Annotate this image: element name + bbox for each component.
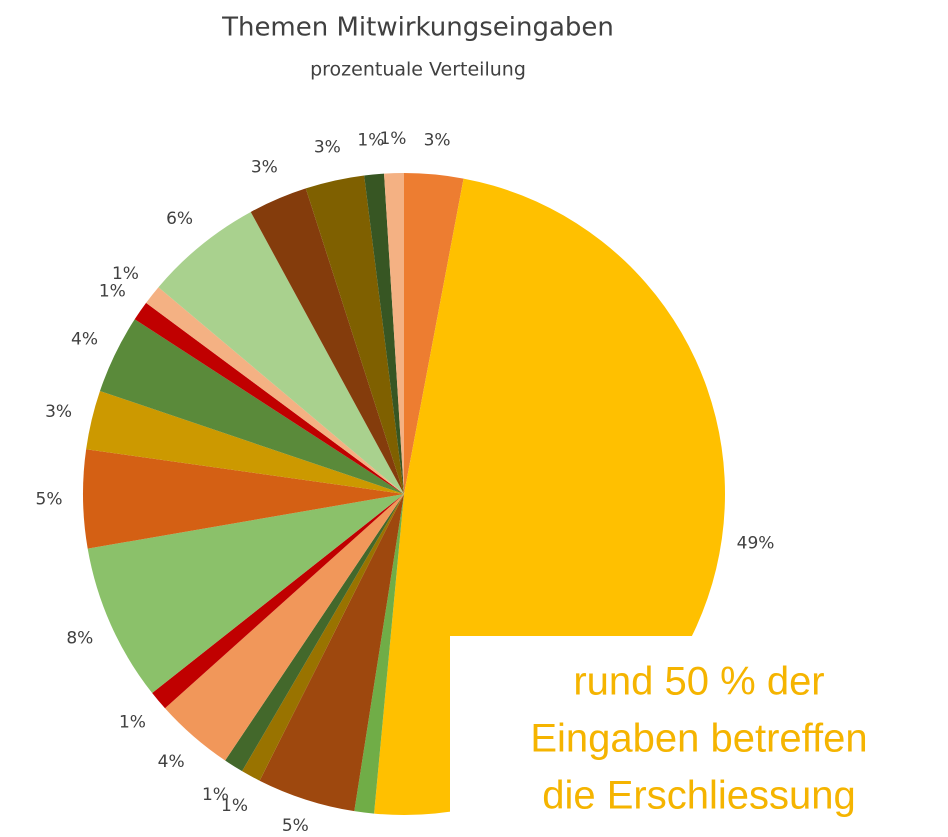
pie-slice bbox=[87, 494, 405, 694]
data-label: 6% bbox=[166, 209, 193, 229]
data-label: 1% bbox=[202, 785, 229, 805]
annotation-line: die Erschliessung bbox=[542, 774, 856, 818]
data-label: 5% bbox=[36, 490, 63, 510]
pie-slice bbox=[259, 494, 404, 812]
pie-slice bbox=[86, 391, 405, 494]
annotation: rund 50 % der Eingaben betreffen die Ersch… bbox=[530, 660, 867, 818]
data-label: 8% bbox=[66, 629, 93, 649]
pie-slice bbox=[152, 494, 404, 709]
pie-slice bbox=[242, 494, 404, 781]
pie-slice bbox=[404, 173, 464, 494]
pie-slice bbox=[146, 287, 404, 494]
data-label: 1% bbox=[112, 264, 139, 284]
data-label: 3% bbox=[251, 158, 278, 178]
pie-slice bbox=[354, 494, 404, 814]
pie-slice bbox=[364, 173, 404, 494]
data-label: 4% bbox=[71, 329, 98, 349]
pie-slice bbox=[158, 211, 404, 494]
data-label: 3% bbox=[314, 137, 341, 157]
data-label: 1% bbox=[379, 129, 406, 149]
data-label: 3% bbox=[45, 402, 72, 422]
pie-slice bbox=[99, 319, 404, 494]
chart-title: Themen Mitwirkungseingaben bbox=[221, 13, 614, 43]
pie-slice bbox=[134, 302, 404, 494]
data-label: 5% bbox=[282, 816, 309, 836]
data-label: 1% bbox=[221, 796, 248, 816]
pie-slice bbox=[225, 494, 404, 772]
data-label: 3% bbox=[424, 131, 451, 151]
pie-slice bbox=[165, 494, 404, 761]
data-label: 49% bbox=[737, 534, 775, 554]
data-label: 1% bbox=[119, 713, 146, 733]
data-label: 1% bbox=[357, 131, 384, 151]
data-label: 1% bbox=[99, 282, 126, 302]
annotation-line: Eingaben betreffen bbox=[530, 717, 867, 761]
annotation-line: rund 50 % der bbox=[573, 660, 824, 704]
pie-slice bbox=[305, 175, 404, 494]
annotation-box bbox=[450, 636, 948, 837]
pie-slice bbox=[83, 449, 404, 549]
data-label: 4% bbox=[158, 752, 185, 772]
chart-subtitle: prozentuale Verteilung bbox=[310, 59, 526, 81]
pie-slice bbox=[384, 173, 404, 494]
pie-slice bbox=[250, 188, 404, 494]
